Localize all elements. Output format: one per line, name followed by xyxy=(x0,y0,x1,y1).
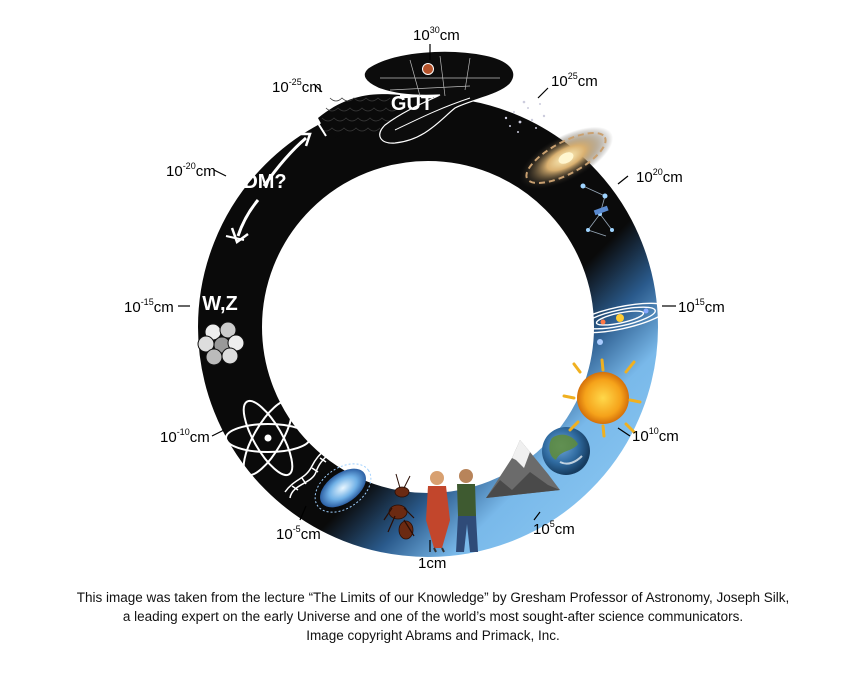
caption-line-3: Image copyright Abrams and Primack, Inc. xyxy=(306,628,560,643)
scale-label-1cm: 1cm xyxy=(418,555,446,572)
sun-icon xyxy=(562,358,642,438)
wz-label: W,Z xyxy=(202,293,238,315)
image-caption: This image was taken from the lecture “T… xyxy=(0,588,866,645)
dm-arrow-icon xyxy=(225,119,327,244)
star-cluster-icon xyxy=(504,100,546,133)
ant-icon xyxy=(383,473,415,540)
scale-label-1e5: 105cm xyxy=(533,519,575,538)
spiral-galaxy-icon xyxy=(518,126,614,190)
atom-icon xyxy=(225,399,311,477)
scale-ticks xyxy=(178,44,676,552)
scale-label-1e-25: 10-25cm xyxy=(272,77,322,96)
scale-label-1e-20: 10-20cm xyxy=(166,161,216,180)
solar-system-icon xyxy=(572,302,668,345)
serpent-tail xyxy=(318,94,400,140)
scale-label-1e-10: 10-10cm xyxy=(160,427,210,446)
nucleus-icon xyxy=(197,321,245,366)
dna-icon xyxy=(284,443,335,499)
scale-label-1e15: 1015cm xyxy=(678,297,725,316)
mountain-icon xyxy=(486,440,560,498)
caption-line-1: This image was taken from the lecture “T… xyxy=(76,590,790,605)
scale-label-1e-5: 10-5cm xyxy=(276,524,321,543)
scale-label-1e20: 1020cm xyxy=(636,167,683,186)
scale-label-1e25: 1025cm xyxy=(551,71,598,90)
bacterium-icon xyxy=(314,463,372,513)
serpent-head-icon xyxy=(363,50,515,144)
scale-label-1e10: 1010cm xyxy=(632,426,679,445)
human-couple-icon xyxy=(426,469,478,553)
cosmic-uroboros-diagram: GUT DM? W,Z xyxy=(124,25,725,572)
earth-icon xyxy=(542,427,590,475)
scale-label-1e30: 1030cm xyxy=(413,25,460,44)
caption-line-2: a leading expert on the early Universe a… xyxy=(122,609,744,624)
scale-label-1e-15: 10-15cm xyxy=(124,297,174,316)
gut-label: GUT xyxy=(391,93,433,115)
scale-texture xyxy=(319,97,399,132)
constellation-icon xyxy=(580,183,614,237)
serpent-eye xyxy=(422,63,434,75)
dm-label: DM? xyxy=(243,171,286,193)
